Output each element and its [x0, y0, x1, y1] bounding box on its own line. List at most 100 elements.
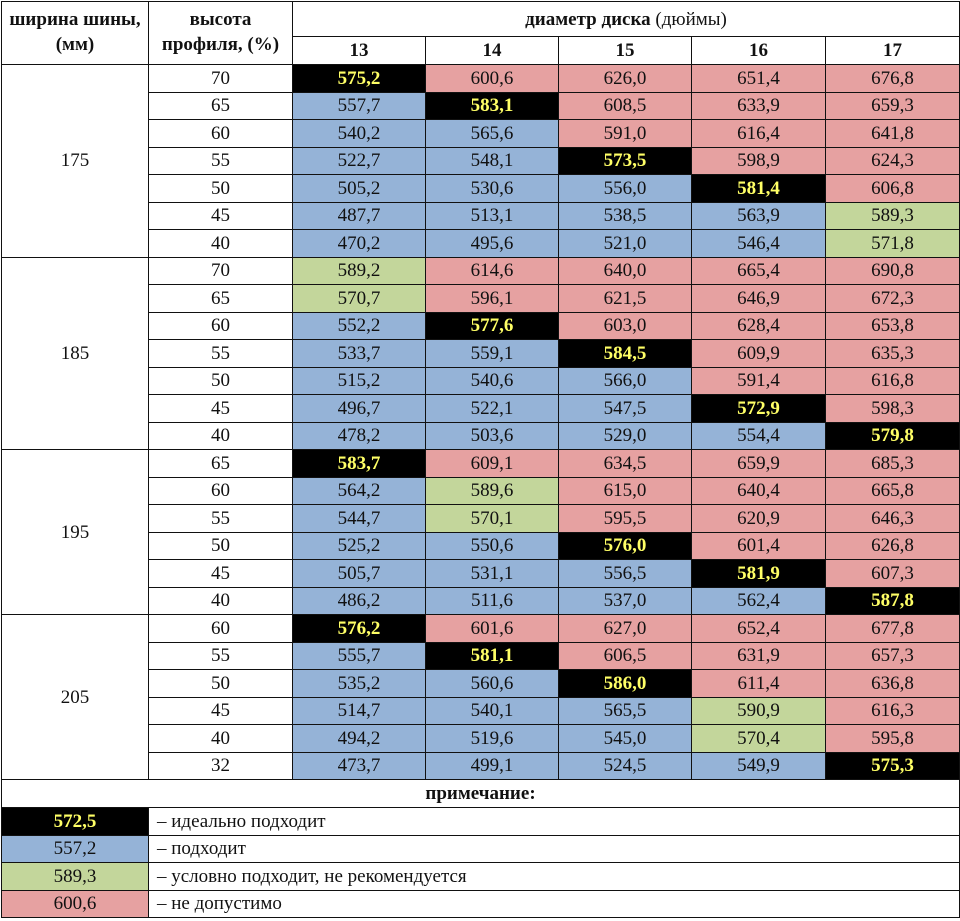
value-cell: 524,5 — [558, 751, 692, 780]
data-row: 205 60 576,2 601,6 627,0 652,4 677,8 — [1, 614, 960, 780]
diameter: 16 — [691, 36, 826, 65]
value-cell: 586,0 — [558, 669, 692, 698]
value-cell: 533,7 — [292, 339, 426, 368]
value-cell: 547,5 — [558, 394, 692, 423]
width-cell: 195 — [1, 449, 149, 615]
profile-cell: 70 — [148, 64, 293, 93]
data-row: 40 494,2 519,6 545,0 570,4 595,8 — [2, 724, 960, 753]
legend-row: 557,2– подходит — [1, 834, 960, 863]
value-cell: 641,8 — [824, 119, 960, 148]
profile-cell: 60 — [148, 614, 293, 643]
value-cell: 570,4 — [691, 724, 826, 753]
diameter: 15 — [558, 36, 692, 65]
value-cell: 595,5 — [558, 504, 692, 533]
value-cell: 626,8 — [824, 531, 960, 560]
diameter: 14 — [425, 36, 559, 65]
value-cell: 672,3 — [824, 284, 960, 313]
value-cell: 535,2 — [292, 669, 426, 698]
value-cell: 519,6 — [425, 724, 559, 753]
value-cell: 581,1 — [425, 641, 559, 670]
data-row: 40 470,2 495,6 521,0 546,4 571,8 — [2, 229, 960, 258]
width-header: ширина шины, (мм) — [1, 1, 149, 65]
data-row: 45 487,7 513,1 538,5 563,9 589,3 — [2, 201, 960, 230]
value-cell: 606,5 — [558, 641, 692, 670]
data-row: 55 544,7 570,1 595,5 620,9 646,3 — [2, 504, 960, 533]
value-cell: 505,7 — [292, 559, 426, 588]
profile-cell: 65 — [148, 284, 293, 313]
value-cell: 544,7 — [292, 504, 426, 533]
value-cell: 640,0 — [558, 256, 692, 285]
data-row: 55 555,7 581,1 606,5 631,9 657,3 — [2, 641, 960, 670]
note-row: примечание: — [0, 779, 960, 808]
value-cell: 473,7 — [292, 751, 426, 780]
value-cell: 540,1 — [425, 696, 559, 725]
value-cell: 652,4 — [691, 614, 826, 643]
value-cell: 577,6 — [425, 311, 559, 340]
value-cell: 487,7 — [292, 201, 426, 230]
value-cell: 646,9 — [691, 284, 826, 313]
width-cell: 175 — [1, 64, 149, 258]
value-cell: 657,3 — [824, 641, 960, 670]
value-cell: 651,4 — [691, 64, 826, 93]
value-cell: 565,5 — [558, 696, 692, 725]
value-cell: 540,2 — [292, 119, 426, 148]
value-cell: 583,1 — [425, 91, 559, 120]
value-cell: 494,2 — [292, 724, 426, 753]
header-row: ширина шины, (мм) высота профиля, (%) ди… — [1, 1, 960, 65]
data-row: 175 70 575,2 600,6 626,0 651,4 676,8 — [1, 64, 960, 258]
profile-cell: 50 — [148, 174, 293, 203]
value-cell: 631,9 — [691, 641, 826, 670]
profile-header: высота профиля, (%) — [148, 1, 293, 65]
value-cell: 545,0 — [558, 724, 692, 753]
value-cell: 571,8 — [824, 229, 960, 258]
profile-cell: 40 — [148, 586, 293, 615]
note-title: примечание: — [0, 779, 960, 808]
profile-cell: 32 — [148, 751, 293, 780]
value-cell: 591,0 — [558, 119, 692, 148]
value-cell: 573,5 — [558, 146, 692, 175]
value-cell: 616,4 — [691, 119, 826, 148]
value-cell: 514,7 — [292, 696, 426, 725]
value-cell: 557,2 — [1, 834, 149, 863]
value-cell: 538,5 — [558, 201, 692, 230]
value-cell: 614,6 — [425, 256, 559, 285]
value-cell: 566,0 — [558, 366, 692, 395]
value-cell: 570,1 — [425, 504, 559, 533]
value-cell: 525,2 — [292, 531, 426, 560]
value-cell: 626,0 — [558, 64, 692, 93]
diameter-header: диаметр диска (дюймы) — [291, 1, 960, 37]
profile-cell: 60 — [148, 119, 293, 148]
value-cell: 522,1 — [425, 394, 559, 423]
value-cell: 603,0 — [558, 311, 692, 340]
value-cell: 530,6 — [425, 174, 559, 203]
value-cell: 598,9 — [691, 146, 826, 175]
value-cell: 659,9 — [691, 449, 826, 478]
value-cell: 635,3 — [824, 339, 960, 368]
legend-text: – подходит — [147, 834, 960, 863]
value-cell: 511,6 — [425, 586, 559, 615]
value-cell: 676,8 — [824, 64, 960, 93]
value-cell: 560,6 — [425, 669, 559, 698]
value-cell: 495,6 — [425, 229, 559, 258]
data-row: 50 515,2 540,6 566,0 591,4 616,8 — [2, 366, 960, 395]
value-cell: 522,7 — [292, 146, 426, 175]
value-cell: 620,9 — [691, 504, 826, 533]
value-cell: 531,1 — [425, 559, 559, 588]
data-row: 45 514,7 540,1 565,5 590,9 616,3 — [2, 696, 960, 725]
legend-text: – идеально подходит — [147, 807, 960, 836]
value-cell: 503,6 — [425, 421, 559, 450]
profile-cell: 40 — [148, 724, 293, 753]
value-cell: 583,7 — [292, 449, 426, 478]
diameter: 17 — [824, 36, 960, 65]
value-cell: 529,0 — [558, 421, 692, 450]
width-cell: 185 — [1, 256, 149, 450]
value-cell: 596,1 — [425, 284, 559, 313]
value-cell: 513,1 — [425, 201, 559, 230]
data-row: 45 505,7 531,1 556,5 581,9 607,3 — [2, 559, 960, 588]
value-cell: 589,3 — [1, 862, 149, 891]
value-cell: 611,4 — [691, 669, 826, 698]
value-cell: 665,8 — [824, 476, 960, 505]
value-cell: 556,5 — [558, 559, 692, 588]
